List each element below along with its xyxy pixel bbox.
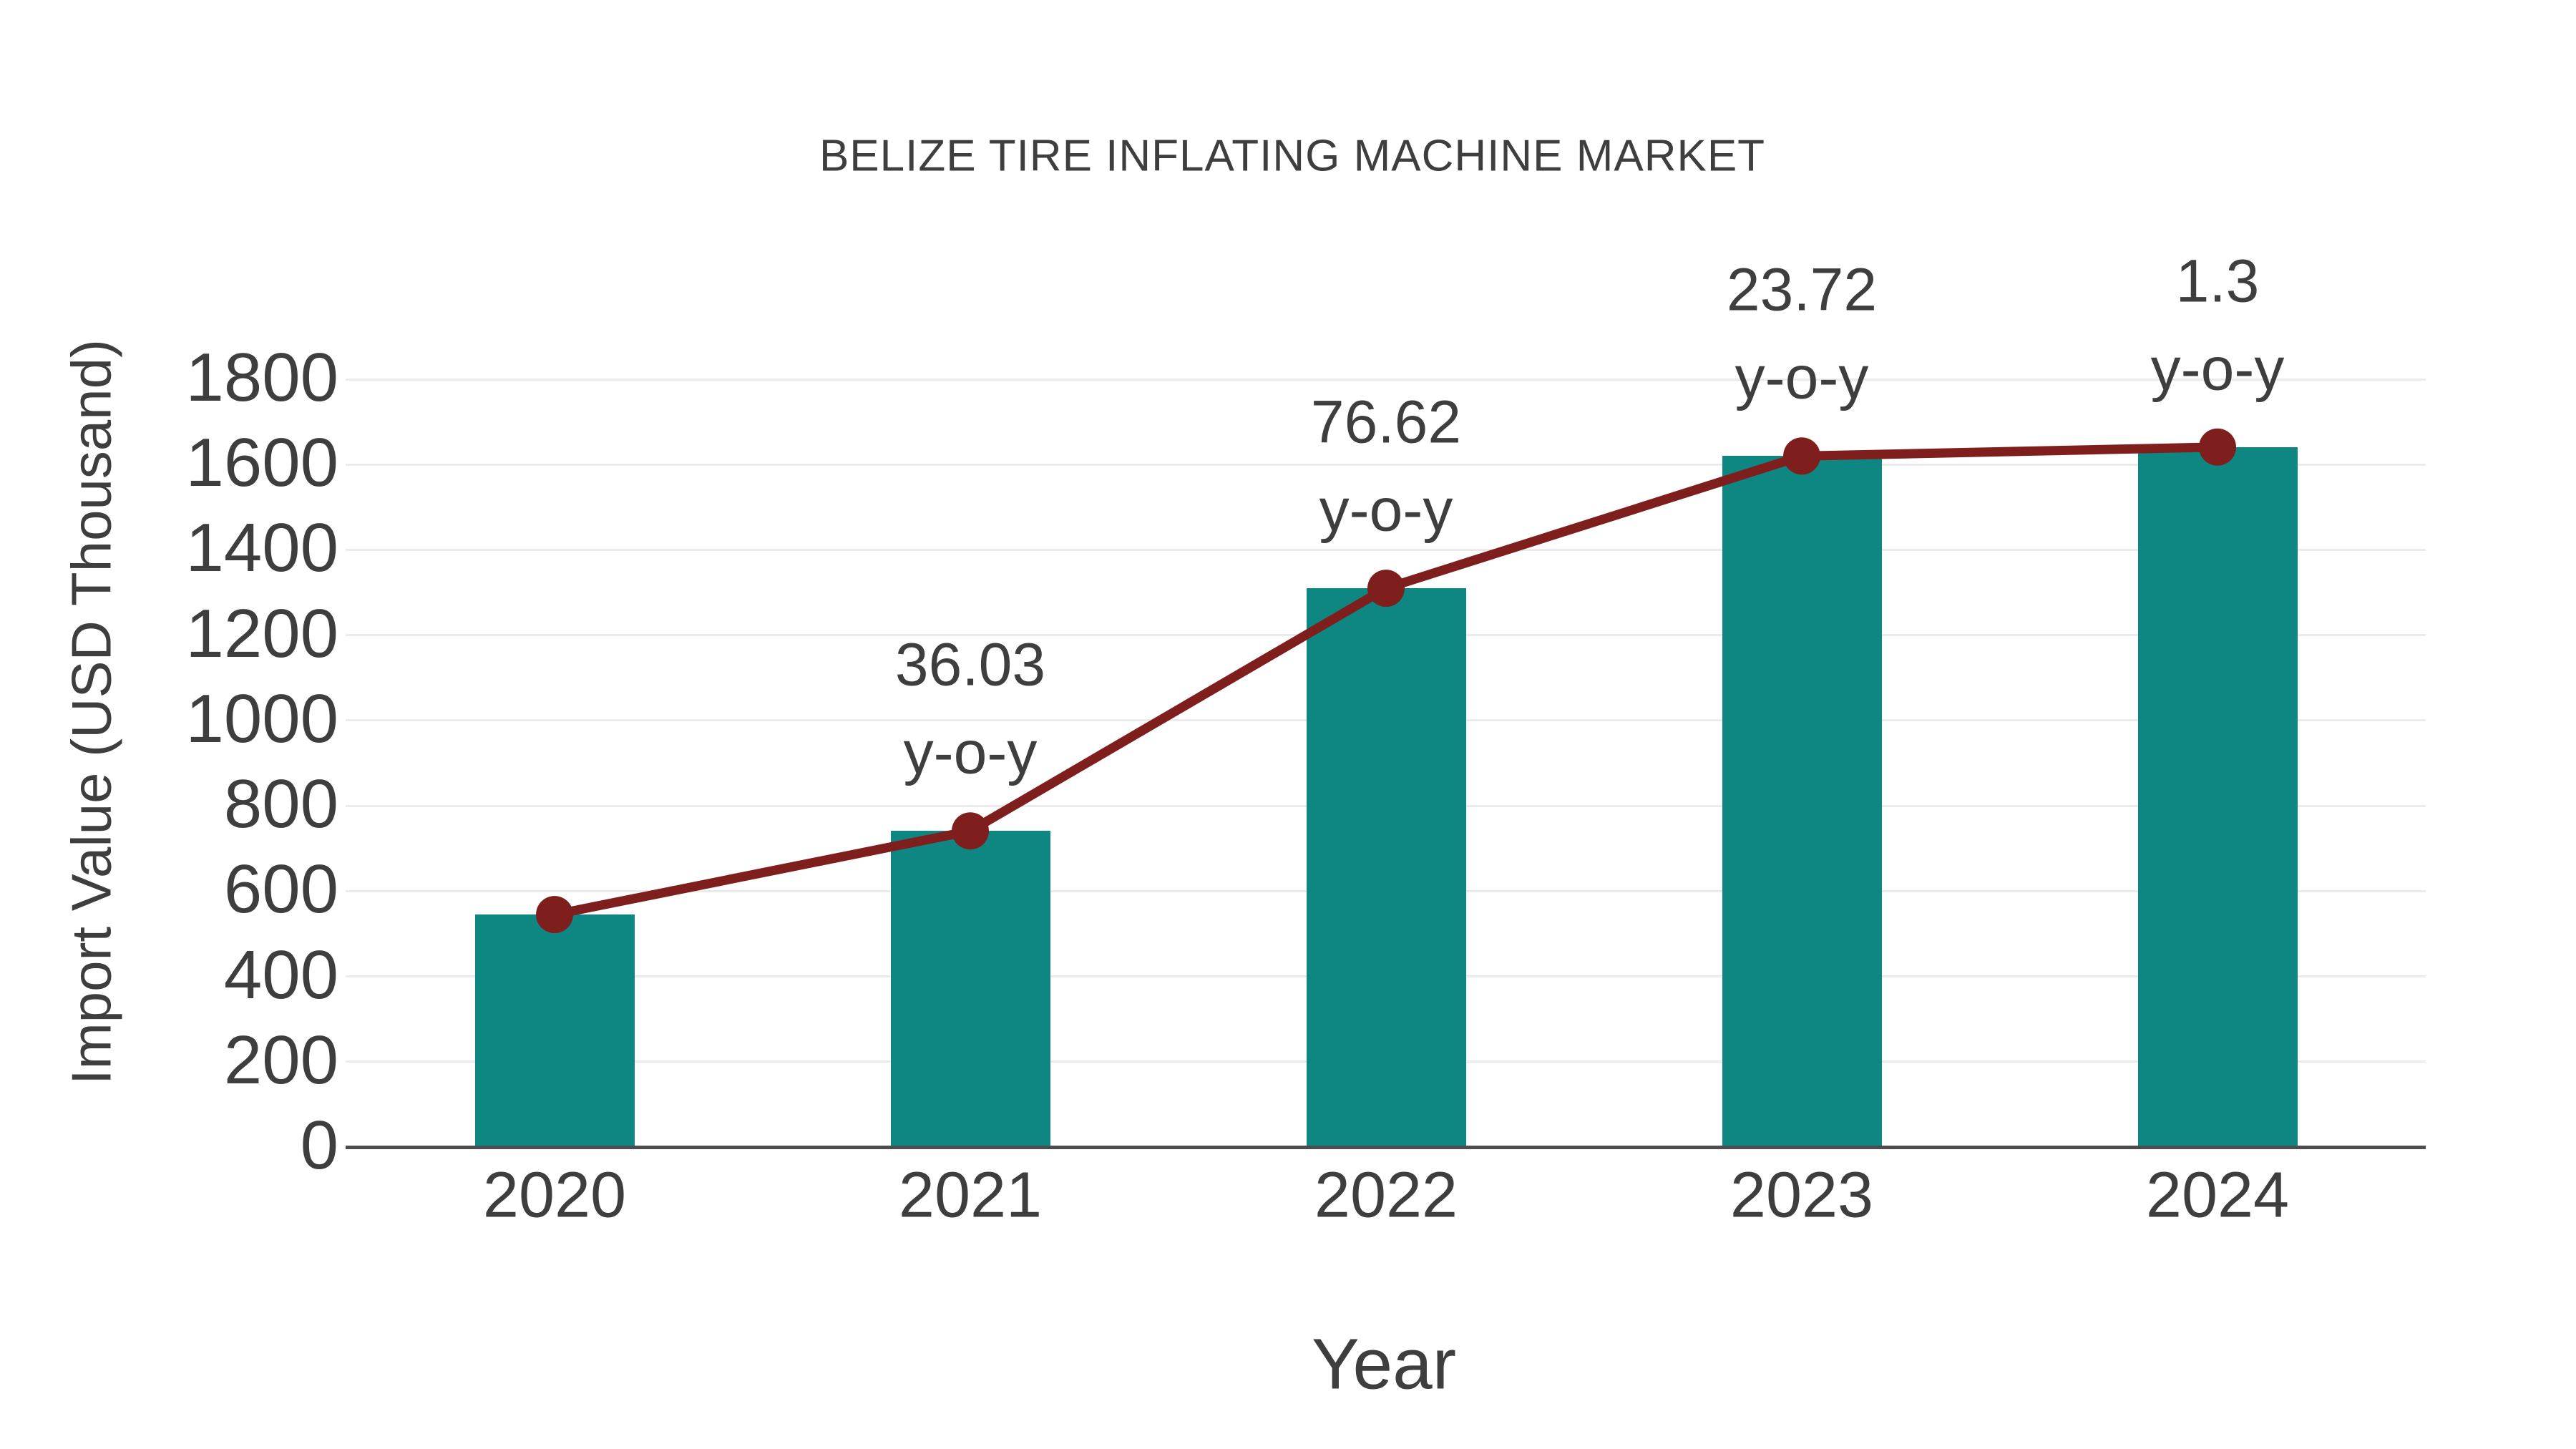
x-tick-label-2022: 2022	[1314, 1159, 1458, 1231]
annotation-yoy-2021: y-o-y	[903, 718, 1038, 786]
x-axis-line	[346, 1145, 2426, 1149]
annotation-value-2024: 1.3	[2175, 247, 2260, 315]
y-tick-label-1600: 1600	[185, 424, 338, 502]
x-tick-label-2020: 2020	[482, 1159, 627, 1231]
bar-2020	[474, 914, 635, 1147]
y-tick-label-600: 600	[223, 851, 338, 928]
y-tick-label-1800: 1800	[185, 338, 338, 416]
y-tick-label-1400: 1400	[185, 509, 338, 587]
chart-title: BELIZE TIRE INFLATING MACHINE MARKET	[819, 131, 1766, 181]
annotation-yoy-2022: y-o-y	[1319, 476, 1453, 544]
y-tick-label-0: 0	[300, 1106, 338, 1184]
bar-2024	[2137, 447, 2298, 1147]
gridline-1800	[346, 378, 2426, 381]
annotation-value-2023: 23.72	[1726, 255, 1878, 323]
x-tick-label-2023: 2023	[1729, 1159, 1874, 1231]
bar-2021	[890, 831, 1050, 1147]
gridline-1600	[346, 463, 2426, 466]
y-tick-label-400: 400	[223, 936, 338, 1013]
bar-2023	[1722, 456, 1882, 1147]
annotation-yoy-2023: y-o-y	[1735, 343, 1869, 411]
y-tick-label-200: 200	[223, 1021, 338, 1098]
y-tick-label-1000: 1000	[185, 680, 338, 757]
annotation-value-2021: 36.03	[894, 630, 1046, 698]
y-tick-label-800: 800	[223, 765, 338, 842]
annotation-yoy-2024: y-o-y	[2150, 335, 2285, 403]
gridline-1400	[346, 548, 2426, 551]
x-axis-title: Year	[1311, 1324, 1457, 1405]
annotation-value-2022: 76.62	[1310, 388, 1462, 456]
y-tick-label-1200: 1200	[185, 595, 338, 672]
bar-2022	[1306, 588, 1466, 1147]
x-tick-label-2024: 2024	[2145, 1159, 2290, 1231]
x-tick-label-2021: 2021	[898, 1159, 1043, 1231]
